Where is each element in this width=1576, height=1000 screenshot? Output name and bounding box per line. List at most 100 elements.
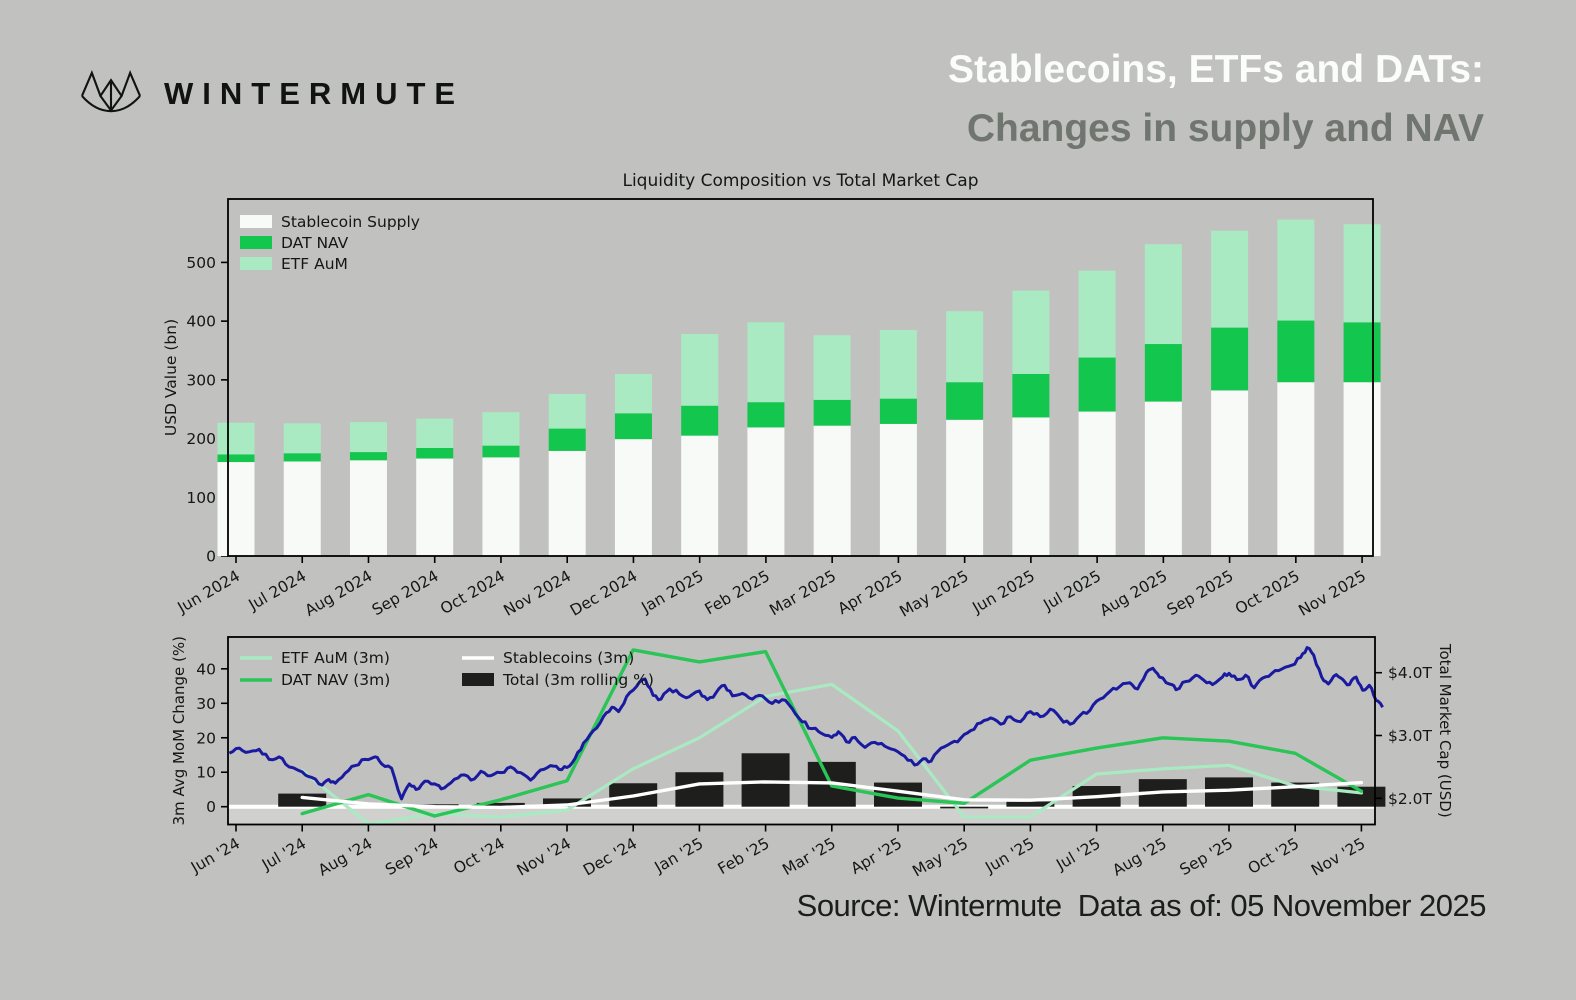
line-total-market-cap	[228, 646, 1384, 801]
bar-stablecoin-supply	[614, 439, 652, 556]
bar-stablecoin-supply	[813, 425, 851, 556]
plot-frame	[227, 636, 1376, 826]
bar-stablecoin-supply	[482, 457, 520, 556]
bar-stablecoin-supply	[1211, 390, 1249, 556]
x-tick-label: Oct 2024	[437, 567, 508, 618]
bar-dat-nav	[1144, 344, 1182, 402]
x-tick-label: Oct 2025	[1232, 567, 1303, 618]
wintermute-logo-icon	[78, 63, 144, 125]
bar-stablecoin-supply	[283, 461, 321, 556]
bar-stablecoin-supply	[1144, 401, 1182, 556]
x-tick-label: Mar 2025	[766, 567, 839, 619]
x-tick-label: Mar '25	[779, 834, 838, 879]
bar-total-3m-rolling	[476, 802, 525, 807]
legend-label: Stablecoin Supply	[281, 213, 420, 231]
bar-etf-aum	[416, 418, 454, 448]
bar-stablecoin-supply	[1277, 382, 1315, 556]
bar-etf-aum	[349, 422, 387, 453]
bar-total-3m-rolling	[675, 772, 724, 807]
x-tick-label: Sep 2024	[369, 567, 442, 619]
y-tick-left-label: 30	[196, 695, 216, 713]
x-tick-label: Sep '24	[382, 834, 441, 879]
bar-dat-nav	[416, 447, 454, 459]
bar-stablecoin-supply	[681, 435, 719, 556]
bar-stablecoin-supply	[879, 423, 917, 556]
bar-etf-aum	[681, 334, 719, 406]
x-tick-label: Aug 2025	[1097, 567, 1171, 620]
y-tick-label: 400	[186, 313, 216, 331]
chart1-ylabel: USD Value (bn)	[162, 319, 180, 436]
bar-stablecoin-supply	[747, 427, 785, 556]
y-tick-left-label: 10	[196, 764, 216, 782]
x-tick-label: Apr 2025	[835, 567, 906, 618]
bar-total-3m-rolling	[940, 806, 989, 809]
bar-dat-nav	[614, 413, 652, 440]
bar-dat-nav	[1012, 373, 1050, 418]
x-tick-label: Aug '24	[315, 834, 375, 879]
chart1-title: Liquidity Composition vs Total Market Ca…	[622, 171, 978, 191]
bar-dat-nav	[1277, 320, 1315, 383]
x-tick-label: Nov '25	[1308, 834, 1368, 879]
plot-frame	[227, 198, 1374, 557]
bar-etf-aum	[283, 423, 321, 454]
x-tick-label: Jul 2025	[1040, 567, 1104, 615]
bar-etf-aum	[1277, 219, 1315, 321]
source-note: Source: Wintermute Data as of: 05 Novemb…	[796, 888, 1487, 923]
bar-dat-nav	[747, 402, 785, 428]
x-tick-label: Nov '24	[514, 834, 574, 879]
legend-label: ETF AuM (3m)	[281, 649, 390, 667]
y-tick-label: 0	[206, 548, 216, 566]
bar-dat-nav	[1343, 322, 1381, 383]
bar-dat-nav	[482, 445, 520, 458]
x-tick-label: Jan 2025	[638, 567, 707, 617]
bar-etf-aum	[217, 422, 255, 455]
x-tick-label: Jun 2025	[969, 567, 1038, 617]
legend-swatch	[240, 236, 272, 249]
brand-lockup: WINTERMUTE	[78, 62, 464, 126]
bar-etf-aum	[614, 373, 652, 414]
legend-swatch	[240, 215, 272, 228]
legend-label: Stablecoins (3m)	[503, 649, 634, 667]
bar-stablecoin-supply	[416, 458, 454, 556]
bar-etf-aum	[1144, 244, 1182, 345]
x-tick-label: Jul '24	[258, 834, 309, 874]
x-tick-label: Jun '24	[187, 834, 243, 877]
line-stablecoins-3m	[300, 780, 1364, 810]
legend-swatch	[240, 257, 272, 270]
line-etf-aum-3m	[300, 682, 1363, 826]
bar-total-3m-rolling	[1006, 801, 1055, 807]
y-tick-label: 300	[186, 371, 216, 389]
y-tick-right-label: $4.0T	[1388, 664, 1433, 682]
x-tick-label: Nov 2025	[1295, 567, 1369, 620]
y-tick-left-label: 40	[196, 660, 216, 678]
x-tick-label: Feb '25	[715, 834, 773, 878]
bar-stablecoin-supply	[548, 450, 586, 556]
x-tick-label: Oct '24	[451, 834, 508, 877]
page-title: Stablecoins, ETFs and DATs:	[948, 48, 1484, 91]
x-tick-label: Jun 2024	[174, 567, 243, 617]
bar-dat-nav	[217, 454, 255, 463]
legend-label: DAT NAV	[281, 234, 349, 252]
x-tick-label: Nov 2024	[501, 567, 575, 620]
brand-text: WINTERMUTE	[164, 76, 465, 111]
y-tick-left-label: 20	[196, 729, 216, 747]
bar-dat-nav	[681, 405, 719, 436]
bar-stablecoin-supply	[1343, 382, 1381, 556]
bar-etf-aum	[1343, 224, 1381, 323]
x-tick-label: May '25	[909, 834, 971, 880]
x-tick-label: Oct '25	[1245, 834, 1302, 877]
y-tick-label: 100	[186, 489, 216, 507]
bar-etf-aum	[1078, 270, 1116, 358]
y-tick-right-label: $3.0T	[1388, 727, 1433, 745]
bar-stablecoin-supply	[1078, 411, 1116, 556]
bar-stablecoin-supply	[1012, 417, 1050, 556]
bar-dat-nav	[1078, 357, 1116, 412]
x-tick-label: Apr '25	[848, 834, 905, 877]
bar-etf-aum	[1211, 230, 1249, 328]
page-titles: Stablecoins, ETFs and DATs: Changes in s…	[948, 50, 1484, 148]
bar-dat-nav	[1211, 327, 1249, 391]
bar-etf-aum	[1012, 290, 1050, 374]
chart2-ylabel-left: 3m Avg MoM Change (%)	[170, 636, 188, 825]
bar-etf-aum	[879, 329, 917, 399]
